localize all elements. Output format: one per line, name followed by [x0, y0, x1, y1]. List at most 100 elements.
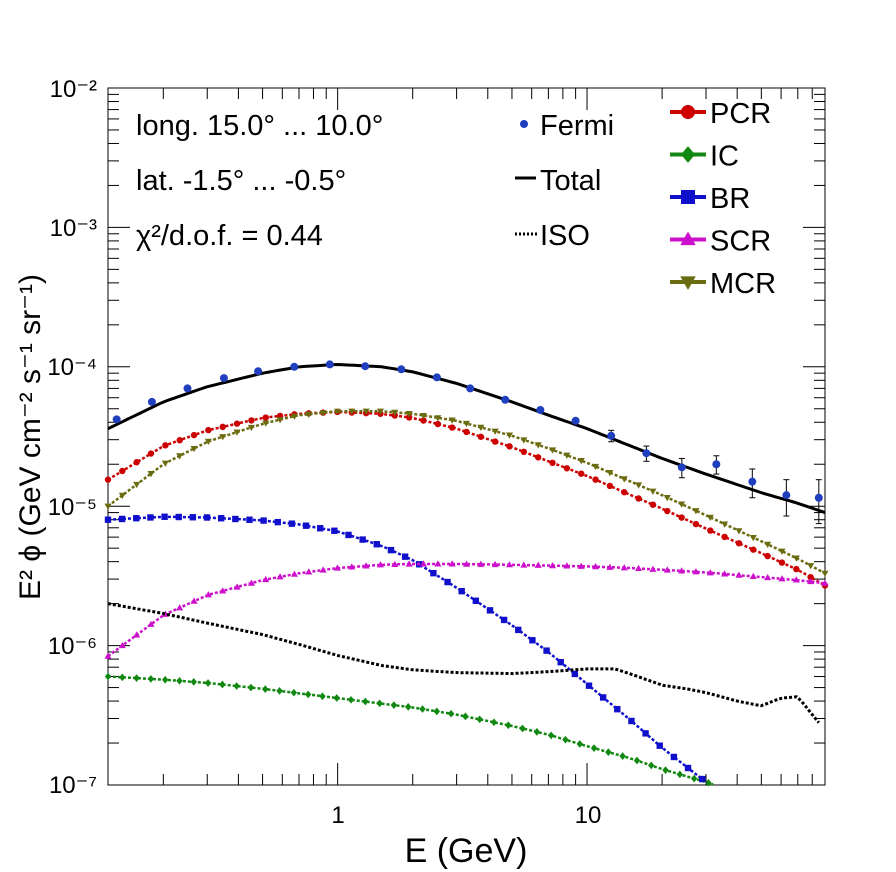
series-br-point — [246, 516, 253, 523]
legend-total-label: Total — [540, 165, 601, 197]
legend-ic-marker — [681, 146, 695, 163]
series-br-point — [571, 670, 579, 678]
series-ic-point — [219, 680, 226, 689]
series-ic-point — [104, 672, 112, 681]
series-br-point — [529, 637, 536, 644]
series-mcr-point — [635, 482, 643, 489]
series-br-point — [698, 775, 706, 783]
series-br-point — [515, 626, 522, 634]
series-ic-point — [390, 701, 398, 709]
series-scr-point — [362, 562, 370, 569]
series-scr-point — [204, 591, 212, 598]
series-ic-point — [176, 676, 183, 685]
series-mcr-point — [706, 514, 714, 522]
series-mcr-point — [549, 447, 557, 454]
series-br-point — [614, 706, 621, 713]
fermi-point — [607, 431, 616, 440]
series-mcr-point — [592, 463, 600, 471]
series-br-point — [331, 527, 338, 534]
series-scr-point — [749, 572, 757, 579]
series-scr-point — [419, 560, 427, 567]
series-br-point — [175, 513, 182, 521]
series-mcr-point — [663, 494, 671, 502]
series-scr-point — [649, 565, 657, 572]
series-pcr-point — [735, 540, 743, 547]
legend-ic-label: IC — [710, 141, 739, 173]
series-br-point — [104, 516, 112, 523]
series-scr-point — [491, 560, 499, 568]
series-ic-point — [590, 744, 598, 752]
fermi-point — [147, 397, 156, 406]
series-iso-line — [107, 602, 820, 724]
series-ic-point — [705, 778, 712, 787]
series-ic-point — [190, 678, 197, 686]
series-pcr-point — [176, 437, 183, 444]
series-br-point — [684, 764, 692, 772]
series-pcr-point — [678, 514, 685, 521]
series-mcr-point — [520, 437, 528, 444]
series-br-point — [543, 647, 550, 654]
series-br-point — [217, 515, 225, 522]
series-mcr-point — [190, 445, 198, 453]
series-pcr-point — [147, 450, 155, 457]
series-scr-point — [376, 561, 384, 568]
fermi-point — [183, 384, 192, 393]
series-pcr-point — [520, 448, 528, 456]
series-mcr-point — [362, 408, 370, 415]
series-ic-point — [133, 674, 140, 682]
series-pcr-point — [778, 559, 786, 566]
series-mcr-point — [462, 420, 471, 428]
series-mcr-point — [319, 410, 327, 417]
series-mcr-point — [807, 563, 815, 570]
series-ic-point — [262, 685, 269, 693]
annotation-chi2: χ²/d.o.f. = 0.44 — [136, 220, 323, 252]
series-br-point — [302, 522, 310, 529]
series-mcr-point — [376, 408, 384, 415]
series-pcr-point — [707, 527, 714, 534]
series-scr-point — [735, 571, 743, 578]
series-scr-point — [678, 567, 686, 574]
series-mcr-point — [577, 458, 585, 465]
series-mcr-point — [419, 412, 427, 420]
series-br-point — [670, 753, 678, 761]
series-br-point — [599, 694, 607, 701]
series-ic-point — [405, 703, 412, 711]
fermi-point — [112, 415, 121, 424]
annotation-longitude: long. 15.0° ... 10.0° — [136, 110, 383, 142]
series-scr-point — [290, 570, 298, 577]
series-scr-point — [692, 568, 700, 575]
series-scr-point — [592, 563, 600, 570]
series-ic-point — [690, 774, 698, 783]
series-scr-point — [448, 560, 456, 567]
series-total-line — [107, 362, 826, 515]
series-mcr-point — [104, 503, 112, 510]
series-br-point — [161, 513, 168, 520]
series-scr-point — [190, 597, 198, 604]
series-mcr-point — [348, 408, 356, 415]
series-ic-point — [161, 675, 169, 684]
series-scr-point — [233, 583, 241, 590]
series-pcr-point — [692, 520, 700, 528]
series-mcr-point — [233, 429, 241, 436]
series-ic-point — [676, 770, 684, 779]
fermi-point — [748, 477, 757, 486]
series-br-point — [232, 515, 239, 523]
series-ic-point — [433, 707, 440, 716]
fermi-point — [642, 449, 651, 458]
fermi-point — [501, 395, 510, 404]
series-mcr-point — [333, 408, 341, 415]
series-mcr-point — [735, 528, 743, 535]
x-tick-label-10: 10 — [575, 802, 602, 829]
series-br-point — [401, 553, 409, 560]
series-mcr-point — [606, 470, 614, 477]
series-pcr-point — [721, 533, 728, 541]
series-br-point — [359, 536, 366, 543]
series-ic-point — [519, 724, 526, 733]
series-mcr-point — [477, 424, 485, 432]
series-pcr-line — [107, 410, 826, 587]
series-mcr-point — [534, 442, 542, 449]
series-br-point — [147, 514, 154, 521]
axis-ticks — [108, 87, 826, 786]
series-br-point — [500, 616, 508, 624]
